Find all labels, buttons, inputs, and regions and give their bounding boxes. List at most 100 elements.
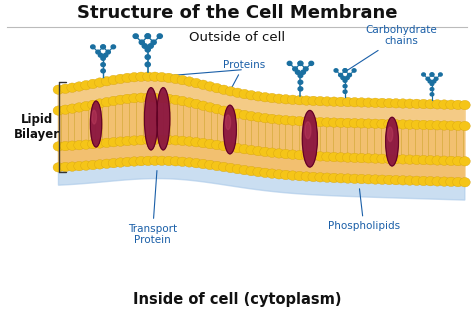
Circle shape: [336, 173, 346, 183]
Circle shape: [163, 156, 174, 166]
Circle shape: [101, 56, 105, 60]
Circle shape: [94, 78, 105, 87]
Circle shape: [115, 95, 126, 105]
Circle shape: [346, 76, 349, 80]
Circle shape: [404, 99, 415, 108]
Circle shape: [191, 99, 201, 109]
Circle shape: [232, 143, 243, 153]
Circle shape: [315, 172, 326, 182]
Circle shape: [205, 103, 215, 112]
Circle shape: [266, 93, 277, 103]
Circle shape: [108, 75, 119, 85]
Circle shape: [136, 93, 146, 102]
Circle shape: [246, 146, 257, 155]
Circle shape: [425, 177, 436, 186]
Circle shape: [177, 157, 188, 167]
Circle shape: [273, 115, 284, 124]
Circle shape: [191, 137, 201, 147]
Circle shape: [377, 175, 388, 184]
Circle shape: [205, 160, 215, 170]
Circle shape: [225, 163, 236, 173]
Circle shape: [398, 155, 408, 164]
Circle shape: [432, 156, 443, 165]
Circle shape: [391, 99, 401, 108]
Circle shape: [315, 152, 326, 161]
Circle shape: [438, 73, 442, 76]
Circle shape: [347, 73, 351, 77]
Circle shape: [322, 118, 332, 127]
Circle shape: [122, 94, 133, 104]
Circle shape: [273, 94, 284, 103]
Circle shape: [205, 139, 215, 149]
Circle shape: [67, 104, 78, 113]
Circle shape: [422, 73, 425, 76]
Circle shape: [129, 94, 140, 103]
Circle shape: [101, 45, 105, 49]
Circle shape: [142, 44, 147, 48]
Circle shape: [106, 50, 110, 54]
Circle shape: [334, 69, 338, 72]
Circle shape: [377, 119, 388, 129]
Circle shape: [418, 99, 429, 109]
Circle shape: [294, 151, 305, 160]
Circle shape: [122, 73, 133, 83]
Circle shape: [266, 148, 277, 157]
Circle shape: [99, 53, 103, 57]
Circle shape: [88, 100, 98, 110]
Circle shape: [298, 87, 303, 91]
Circle shape: [133, 34, 138, 38]
Circle shape: [143, 72, 154, 81]
Circle shape: [439, 100, 450, 109]
Circle shape: [281, 170, 291, 180]
Circle shape: [101, 159, 112, 168]
Circle shape: [53, 106, 64, 115]
Circle shape: [246, 90, 257, 100]
Circle shape: [418, 120, 429, 130]
Circle shape: [184, 158, 195, 167]
Circle shape: [225, 142, 236, 152]
Text: Carbohydrate
chains: Carbohydrate chains: [347, 24, 438, 70]
Circle shape: [129, 136, 140, 145]
Circle shape: [74, 82, 84, 91]
Circle shape: [145, 55, 150, 59]
Circle shape: [177, 96, 188, 106]
Circle shape: [232, 164, 243, 174]
Circle shape: [143, 135, 154, 145]
Circle shape: [295, 70, 300, 74]
Circle shape: [383, 154, 394, 164]
Circle shape: [315, 96, 326, 106]
Circle shape: [308, 117, 319, 126]
Circle shape: [370, 119, 381, 128]
Circle shape: [145, 62, 150, 67]
Circle shape: [430, 73, 434, 76]
Ellipse shape: [224, 105, 237, 154]
Circle shape: [336, 118, 346, 127]
Circle shape: [60, 162, 71, 172]
Circle shape: [53, 163, 64, 172]
Circle shape: [239, 165, 250, 175]
Circle shape: [430, 73, 434, 76]
Circle shape: [298, 74, 303, 78]
Circle shape: [184, 98, 195, 107]
Circle shape: [273, 170, 284, 179]
Circle shape: [74, 141, 84, 150]
Circle shape: [418, 176, 429, 186]
Circle shape: [287, 116, 298, 126]
Circle shape: [129, 157, 140, 166]
Circle shape: [343, 90, 347, 93]
Circle shape: [301, 70, 305, 74]
Circle shape: [143, 93, 154, 102]
Circle shape: [342, 97, 353, 107]
Circle shape: [156, 156, 167, 166]
Circle shape: [343, 79, 347, 82]
Circle shape: [145, 48, 150, 52]
Circle shape: [377, 98, 388, 108]
Text: Transport
Protein: Transport Protein: [128, 171, 177, 245]
Circle shape: [294, 116, 305, 126]
Circle shape: [383, 175, 394, 185]
Circle shape: [148, 44, 153, 48]
Circle shape: [101, 45, 105, 49]
Circle shape: [170, 74, 181, 84]
Circle shape: [411, 176, 422, 186]
Circle shape: [439, 177, 450, 186]
